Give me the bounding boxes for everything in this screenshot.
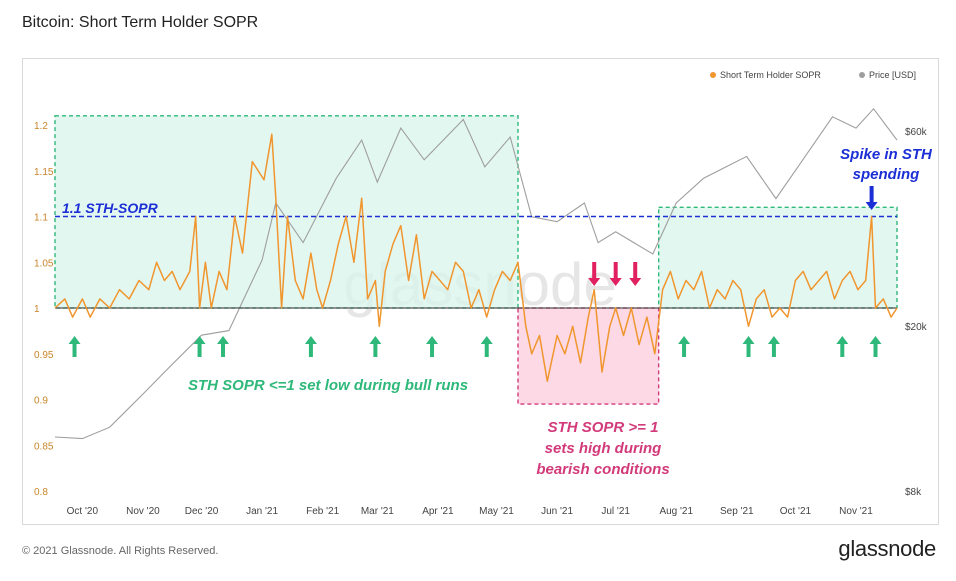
y-tick-label: 0.8	[34, 487, 48, 498]
blue-down-arrow	[865, 186, 878, 210]
x-tick-label: May '21	[479, 506, 514, 517]
green-up-arrow	[426, 336, 439, 357]
y-tick-label: 1.05	[34, 258, 54, 269]
green-up-arrow	[869, 336, 882, 357]
green-up-arrow	[369, 336, 382, 357]
sopr-series	[54, 133, 898, 382]
x-tick-label: Nov '20	[126, 506, 160, 517]
y-tick-label: 0.95	[34, 350, 54, 361]
x-tick-label: Dec '20	[185, 506, 219, 517]
green-up-arrow	[217, 336, 230, 357]
green-up-arrow	[836, 336, 849, 357]
legend-label: Price [USD]	[869, 70, 916, 80]
legend-marker	[859, 72, 865, 78]
legend: Short Term Holder SOPR Price [USD]	[710, 70, 916, 80]
y-tick-label: 1	[34, 304, 40, 315]
x-tick-label: Aug '21	[659, 506, 693, 517]
y-tick-label: 1.2	[34, 121, 48, 132]
axes: 1.2 1.15 1.1 1.05 1 0.95 0.9 0.85 0.8 $60k $20k $8k…	[34, 121, 928, 517]
annotations: 1.1 STH-SOPR STH SOPR <=1 set low during …	[62, 146, 933, 478]
pink-down-arrow	[629, 262, 642, 286]
y-right-tick-label: $20k	[905, 322, 928, 333]
bear-zone	[517, 307, 660, 405]
sopr-line	[54, 133, 898, 382]
bull-zone-1	[54, 115, 519, 309]
green-up-arrow	[304, 336, 317, 357]
glassnode-logo[interactable]: glassnode	[838, 536, 936, 561]
x-tick-label: Oct '21	[780, 506, 812, 517]
y-right-tick-label: $60k	[905, 127, 928, 138]
y-tick-label: 1.15	[34, 167, 54, 178]
x-tick-label: Nov '21	[839, 506, 873, 517]
x-tick-label: Feb '21	[306, 506, 339, 517]
price-series	[54, 107, 898, 440]
bear-label-line: STH SOPR >= 1	[548, 419, 659, 436]
y-tick-label: 1.1	[34, 213, 48, 224]
x-tick-label: Apr '21	[422, 506, 454, 517]
y-tick-label: 0.9	[34, 396, 48, 407]
spike-label-line: spending	[853, 166, 920, 183]
bear-label-line: sets high during	[545, 440, 662, 457]
x-tick-label: Mar '21	[361, 506, 394, 517]
copyright-footer: © 2021 Glassnode. All Rights Reserved.	[22, 545, 219, 557]
green-up-arrow	[767, 336, 780, 357]
y-tick-label: 0.85	[34, 441, 54, 452]
highlight-zones	[54, 115, 898, 405]
green-up-arrow	[68, 336, 81, 357]
green-up-arrow	[480, 336, 493, 357]
x-tick-label: Jan '21	[246, 506, 278, 517]
pink-down-arrow	[609, 262, 622, 286]
bull-zone-2	[657, 206, 898, 309]
x-tick-label: Jun '21	[541, 506, 573, 517]
bull-run-label: STH SOPR <=1 set low during bull runs	[188, 377, 468, 394]
page-title: Bitcoin: Short Term Holder SOPR	[22, 14, 259, 31]
legend-marker	[710, 72, 716, 78]
price-line	[54, 107, 898, 440]
pink-down-arrow	[588, 262, 601, 286]
green-up-arrow	[193, 336, 206, 357]
blue-line-label: 1.1 STH-SOPR	[62, 200, 159, 216]
x-tick-label: Oct '20	[67, 506, 99, 517]
green-up-arrow	[678, 336, 691, 357]
x-tick-label: Sep '21	[720, 506, 754, 517]
green-up-arrow	[742, 336, 755, 357]
legend-label: Short Term Holder SOPR	[720, 70, 821, 80]
y-right-tick-label: $8k	[905, 487, 922, 498]
x-tick-label: Jul '21	[601, 506, 630, 517]
bear-label-line: bearish conditions	[536, 461, 669, 478]
spike-label-line: Spike in STH	[840, 146, 933, 163]
